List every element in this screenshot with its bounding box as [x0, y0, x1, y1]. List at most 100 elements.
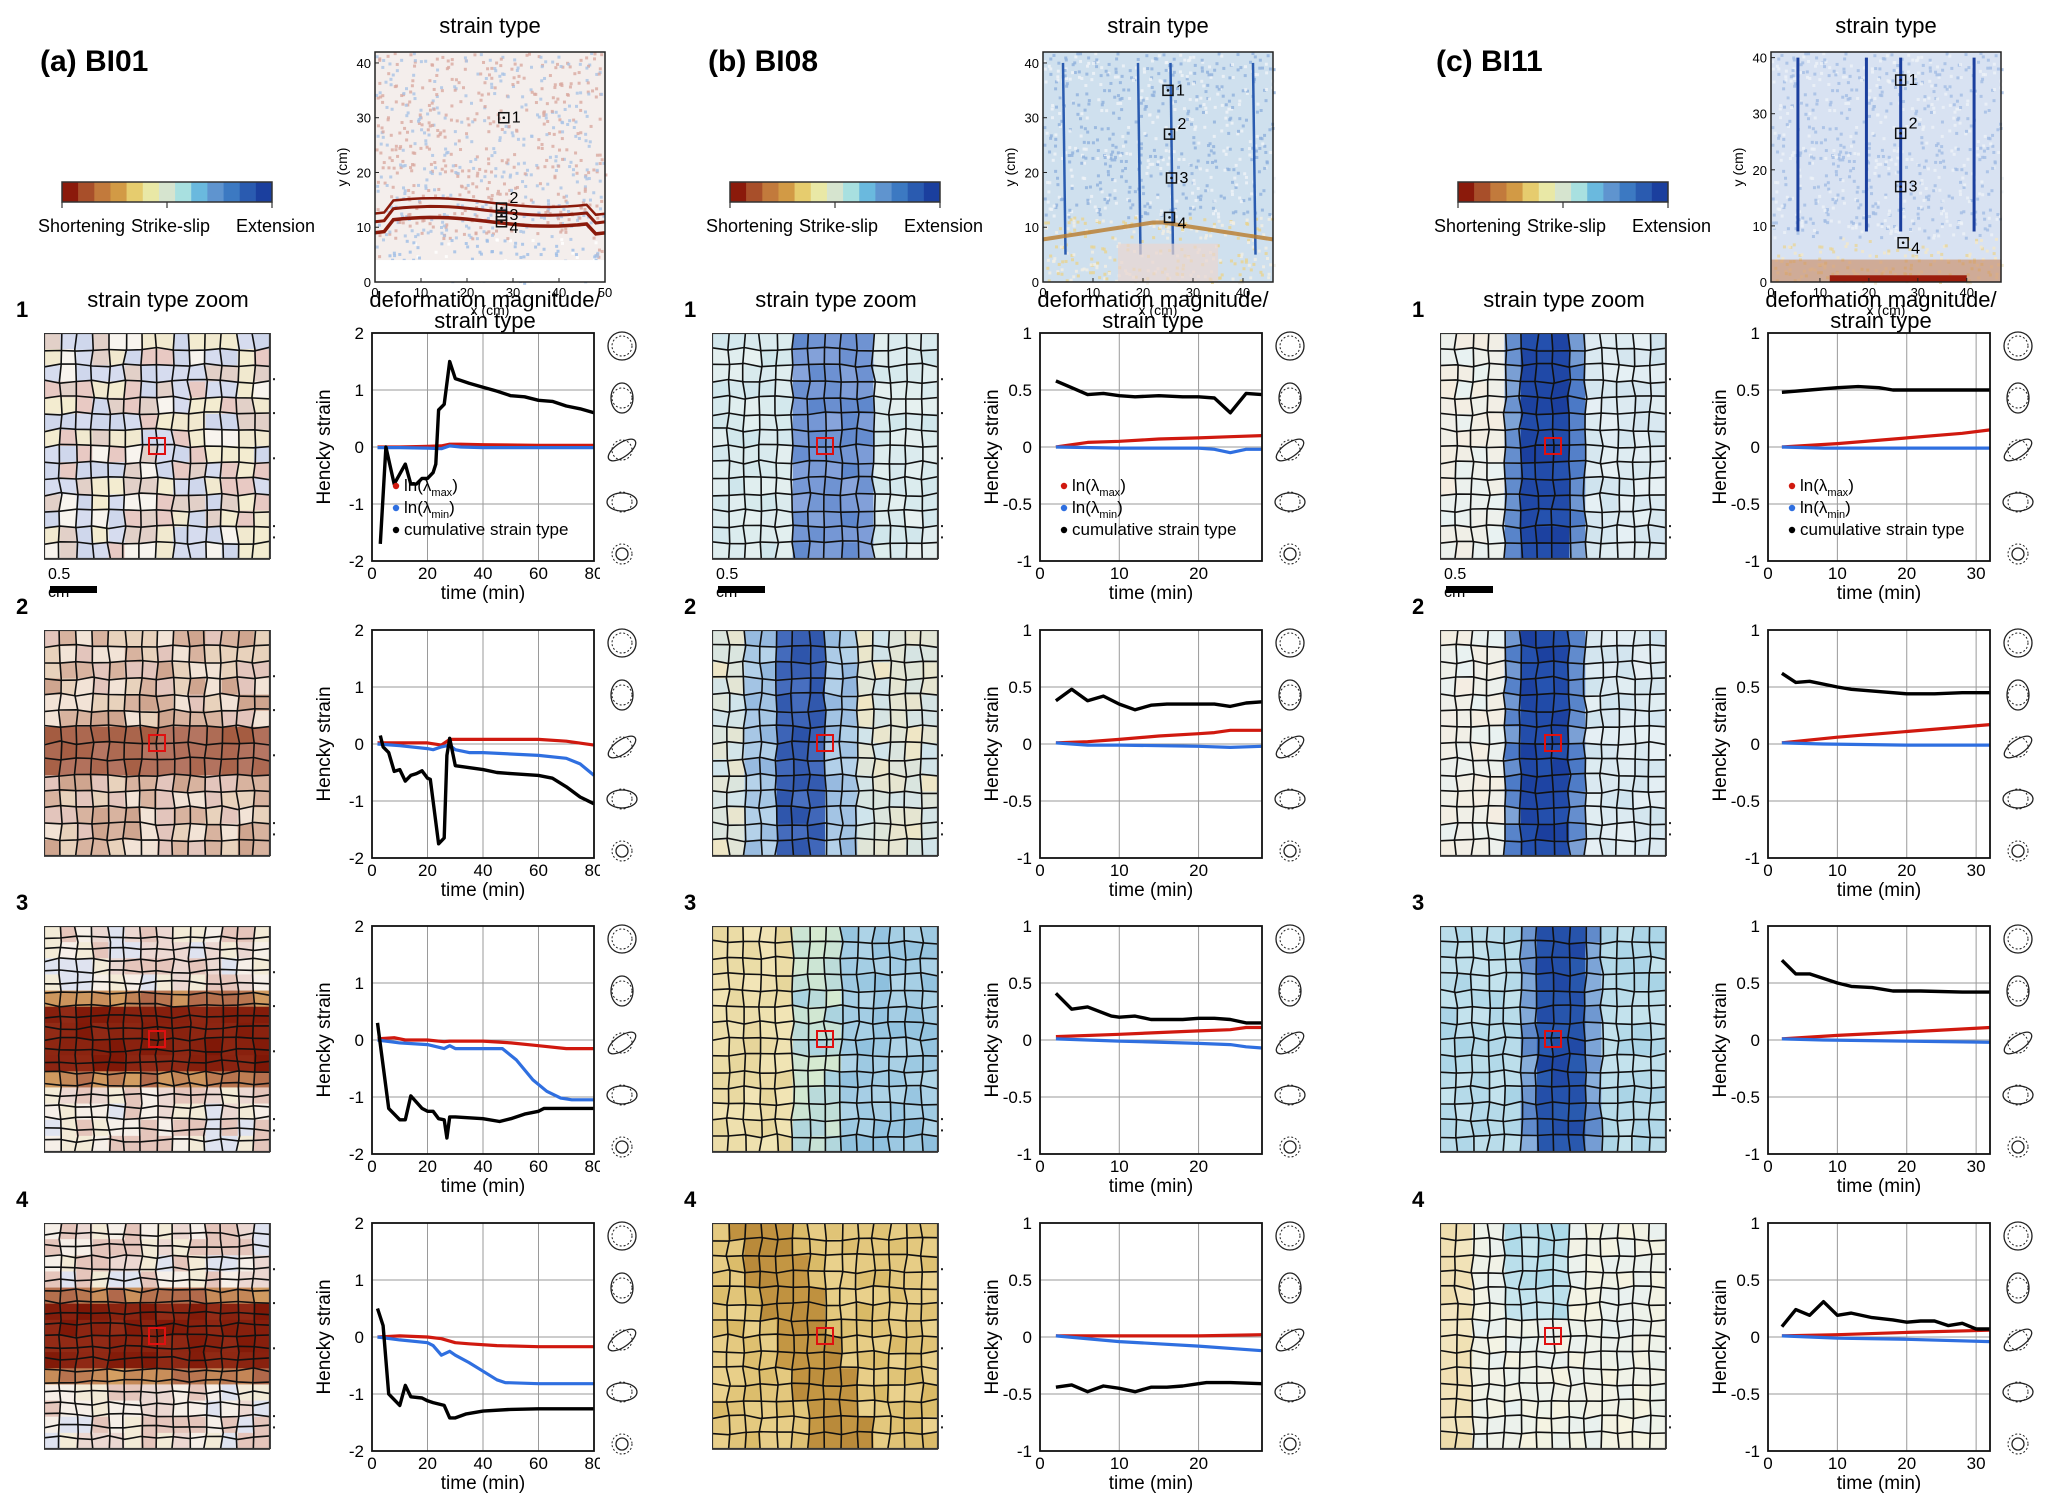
grid-cell — [841, 1022, 858, 1040]
grid-cell — [1440, 974, 1457, 992]
strain-type-zoom-grid — [712, 333, 943, 560]
grid-cell — [905, 542, 923, 560]
grid-cell — [1569, 1400, 1586, 1418]
grid-cell — [205, 1336, 223, 1353]
grid-cell — [825, 349, 842, 366]
grid-cell — [825, 478, 842, 495]
grid-cell — [1536, 759, 1554, 776]
colorbar-swatch — [1571, 182, 1588, 202]
grid-cell — [857, 1287, 874, 1305]
grid-cell — [237, 775, 255, 792]
grid-cell — [1504, 1368, 1522, 1385]
grid-cell — [744, 526, 761, 544]
grid-cell — [921, 1432, 939, 1450]
panel-label: (c) BI11 — [1436, 45, 1543, 78]
grid-cell — [1440, 839, 1457, 857]
grid-cell — [825, 759, 842, 776]
grid-cell — [1456, 807, 1473, 825]
grid-cell — [76, 662, 93, 679]
grid-cell — [1520, 542, 1538, 560]
grid-cell — [1601, 1303, 1619, 1321]
strain-ellipse-legend — [606, 331, 638, 565]
grid-cell — [92, 429, 110, 447]
grid-cell — [253, 1055, 271, 1072]
grid-cell — [728, 462, 745, 479]
grid-cell — [1649, 397, 1667, 415]
grid-cell — [1456, 1432, 1473, 1450]
grid-cell — [92, 1239, 110, 1256]
grid-cell — [44, 743, 61, 760]
row-number: 2 — [1412, 594, 1425, 619]
grid-cell — [760, 1087, 778, 1105]
grid-cell — [1601, 694, 1619, 712]
grid-cell — [221, 926, 239, 943]
grid-cell — [760, 1135, 778, 1153]
grid-cell — [1601, 926, 1619, 943]
grid-cell — [205, 494, 223, 512]
grid-cell — [44, 526, 61, 544]
grid-cell — [889, 1223, 907, 1240]
grid-cell — [1649, 1432, 1667, 1450]
colorbar-swatch — [1506, 182, 1523, 202]
grid-cell — [921, 1006, 939, 1024]
x-tick-label: 10 — [1110, 1157, 1129, 1176]
grid-cell — [776, 839, 794, 857]
grid-cell — [776, 1319, 794, 1337]
grid-cell — [905, 1223, 923, 1240]
grid-cell — [889, 446, 907, 463]
grid-cell — [857, 1103, 874, 1121]
grid-cell — [140, 462, 158, 479]
y-tick-label: -0.5 — [1003, 1385, 1032, 1404]
grid-cell — [1456, 662, 1473, 679]
grid-cell — [760, 1071, 778, 1088]
grid-cell — [60, 726, 77, 744]
grid-cell — [921, 429, 939, 447]
grid-cell — [776, 510, 794, 528]
grid-cell — [1440, 807, 1457, 825]
grid-cell — [237, 1071, 255, 1088]
grid-cell — [776, 630, 794, 647]
grid-cell — [776, 958, 794, 975]
grid-cell — [873, 1223, 891, 1240]
grid-cell — [873, 678, 891, 696]
grid-cell — [108, 1239, 126, 1256]
grid-cell — [1617, 1319, 1635, 1337]
grid-cell — [1472, 974, 1489, 992]
grid-cell — [1617, 462, 1635, 479]
grid-cell — [76, 678, 93, 696]
grid-cell — [1585, 1368, 1602, 1385]
grid-cell — [1520, 823, 1538, 841]
grid-cell — [776, 365, 794, 382]
grid-cell — [1472, 1287, 1489, 1305]
grid-cell — [1553, 1055, 1570, 1072]
grid-cell — [744, 349, 761, 366]
grid-cell — [1553, 397, 1570, 415]
uniform-expansion-icon — [607, 628, 637, 658]
grid-cell — [792, 333, 810, 350]
grid-cell — [760, 1336, 778, 1353]
grid-cell — [1536, 1416, 1554, 1434]
grid-cell — [857, 1400, 874, 1418]
grid-cell — [76, 990, 93, 1008]
x-tick-label: 10 — [1828, 1454, 1847, 1473]
map-location-label: 2 — [1909, 115, 1918, 132]
grid-cell — [1649, 710, 1667, 728]
grid-cell — [1617, 1352, 1635, 1369]
grid-cell — [60, 1352, 77, 1369]
grid-cell — [124, 1432, 142, 1450]
grid-cell — [792, 478, 810, 495]
grid-cell — [1601, 1103, 1619, 1121]
grid-cell — [905, 1287, 923, 1305]
grid-cell — [124, 743, 142, 760]
map-y-tick: 40 — [1753, 51, 1767, 66]
grid-cell — [841, 974, 858, 992]
grid-cell — [140, 349, 158, 366]
grid-cell — [253, 381, 271, 399]
grid-cell — [124, 462, 142, 479]
grid-cell — [1520, 413, 1538, 431]
x-tick-label: 30 — [1967, 1157, 1986, 1176]
grid-cell — [825, 630, 842, 647]
series-line-lmin — [1055, 1334, 1263, 1353]
grid-cell — [841, 1055, 858, 1072]
